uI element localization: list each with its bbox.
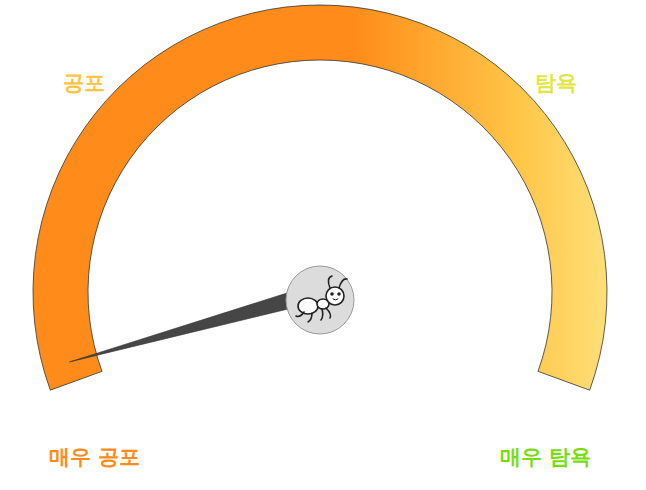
ant-eye	[338, 293, 340, 295]
ant-leg	[339, 279, 347, 288]
gauge-band	[33, 5, 607, 390]
gauge: 매우 공포 공포 탐욕매우 탐욕	[33, 5, 607, 469]
hub-circle	[286, 266, 354, 334]
category-label: 탐욕	[535, 71, 577, 95]
ant-body	[298, 298, 318, 314]
category-label: 공포	[63, 71, 105, 95]
ant-eye	[331, 293, 333, 295]
ant-leg	[321, 309, 323, 320]
ant-leg	[296, 312, 304, 317]
category-label: 매우 공포	[49, 445, 140, 469]
ant-leg	[328, 276, 332, 288]
ant-leg	[326, 308, 331, 318]
chart: 매우 공포 공포 탐욕매우 탐욕	[0, 0, 646, 490]
hub	[286, 266, 354, 334]
ant-leg	[308, 313, 312, 322]
ant-mouth	[333, 299, 338, 300]
ant-icon	[296, 276, 347, 322]
ant-head	[326, 287, 344, 305]
category-label: 매우 탐욕	[500, 445, 591, 469]
needle	[70, 283, 323, 362]
